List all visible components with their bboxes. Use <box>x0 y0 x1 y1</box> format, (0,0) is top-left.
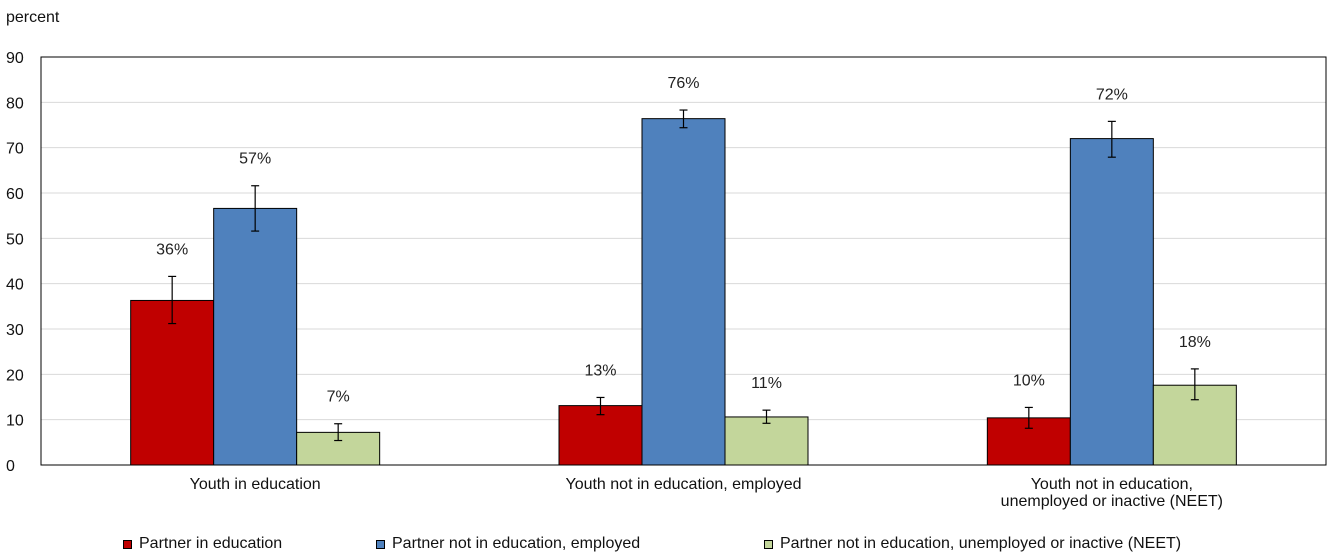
legend-label: Partner not in education, unemployed or … <box>780 535 1182 552</box>
data-label: 11% <box>751 375 782 392</box>
data-labels: 36% 57% 7% 13% 76% 11% 10% 72% 18% <box>156 75 1211 406</box>
bar <box>724 416 809 466</box>
legend-item: Partner in education <box>123 533 282 555</box>
chart: percent 0 10 20 30 40 50 60 70 80 90 36% 57% 7% 13% 7… <box>6 9 1327 510</box>
y-tick-label: 80 <box>6 95 24 112</box>
data-label: 76% <box>667 75 699 92</box>
y-tick-label: 90 <box>6 50 24 67</box>
data-label: 7% <box>327 389 350 406</box>
data-label: 72% <box>1096 86 1128 103</box>
y-tick-label: 70 <box>6 141 24 158</box>
legend-item: Partner not in education, employed <box>376 533 640 555</box>
data-label: 57% <box>239 151 271 168</box>
bar <box>213 207 298 466</box>
y-tick-label: 60 <box>6 186 24 203</box>
bar <box>130 299 215 466</box>
legend-item: Partner not in education, unemployed or … <box>764 533 1181 555</box>
y-tick-label: 0 <box>6 458 15 475</box>
legend: Partner in education Partner not in educa… <box>0 533 1333 555</box>
legend-swatch <box>123 539 132 549</box>
legend-label: Partner not in education, employed <box>392 535 641 552</box>
bar <box>1069 138 1154 466</box>
y-tick-labels: 0 10 20 30 40 50 60 70 80 90 <box>6 50 24 475</box>
y-tick-label: 10 <box>6 413 24 430</box>
x-category-label: Youth not in education, unemployed or ina… <box>1001 476 1223 510</box>
legend-swatch <box>376 539 385 549</box>
legend-swatch <box>764 539 773 549</box>
data-label: 36% <box>156 241 188 258</box>
data-label: 13% <box>584 362 616 379</box>
error-bars <box>168 109 1199 442</box>
data-label: 18% <box>1179 334 1211 351</box>
bar <box>641 118 726 466</box>
bar <box>1152 384 1237 466</box>
bar <box>558 405 643 466</box>
y-tick-label: 40 <box>6 277 24 294</box>
y-tick-label: 50 <box>6 231 24 248</box>
plot-frame <box>40 56 1327 466</box>
bars <box>130 118 1237 466</box>
x-category-label: Youth in education <box>190 476 321 493</box>
data-label: 10% <box>1013 372 1045 389</box>
legend-label: Partner in education <box>139 535 283 552</box>
y-tick-label: 30 <box>6 322 24 339</box>
y-unit-label: percent <box>6 9 60 26</box>
x-category-labels: Youth in education Youth not in education… <box>190 476 1223 510</box>
y-tick-label: 20 <box>6 367 24 384</box>
x-category-label: Youth not in education, employed <box>565 476 801 493</box>
